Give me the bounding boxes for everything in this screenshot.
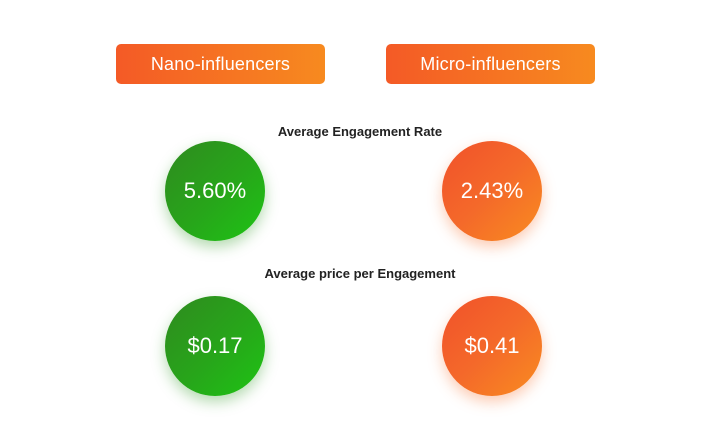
- nano-engagement-rate-circle: 5.60%: [165, 141, 265, 241]
- micro-price-per-engagement-value: $0.41: [464, 333, 520, 358]
- nano-price-per-engagement-value: $0.17: [187, 333, 243, 358]
- micro-influencers-label: Micro-influencers: [386, 44, 595, 84]
- engagement-rate-heading: Average Engagement Rate: [277, 124, 443, 139]
- nano-price-per-engagement-circle: $0.17: [165, 296, 265, 396]
- micro-engagement-rate-value: 2.43%: [460, 178, 524, 203]
- micro-price-per-engagement-circle: $0.41: [442, 296, 542, 396]
- price-per-engagement-heading: Average price per Engagement: [264, 266, 456, 281]
- micro-engagement-rate-circle: 2.43%: [442, 141, 542, 241]
- nano-influencers-label: Nano-influencers: [116, 44, 325, 84]
- nano-engagement-rate-value: 5.60%: [183, 178, 247, 203]
